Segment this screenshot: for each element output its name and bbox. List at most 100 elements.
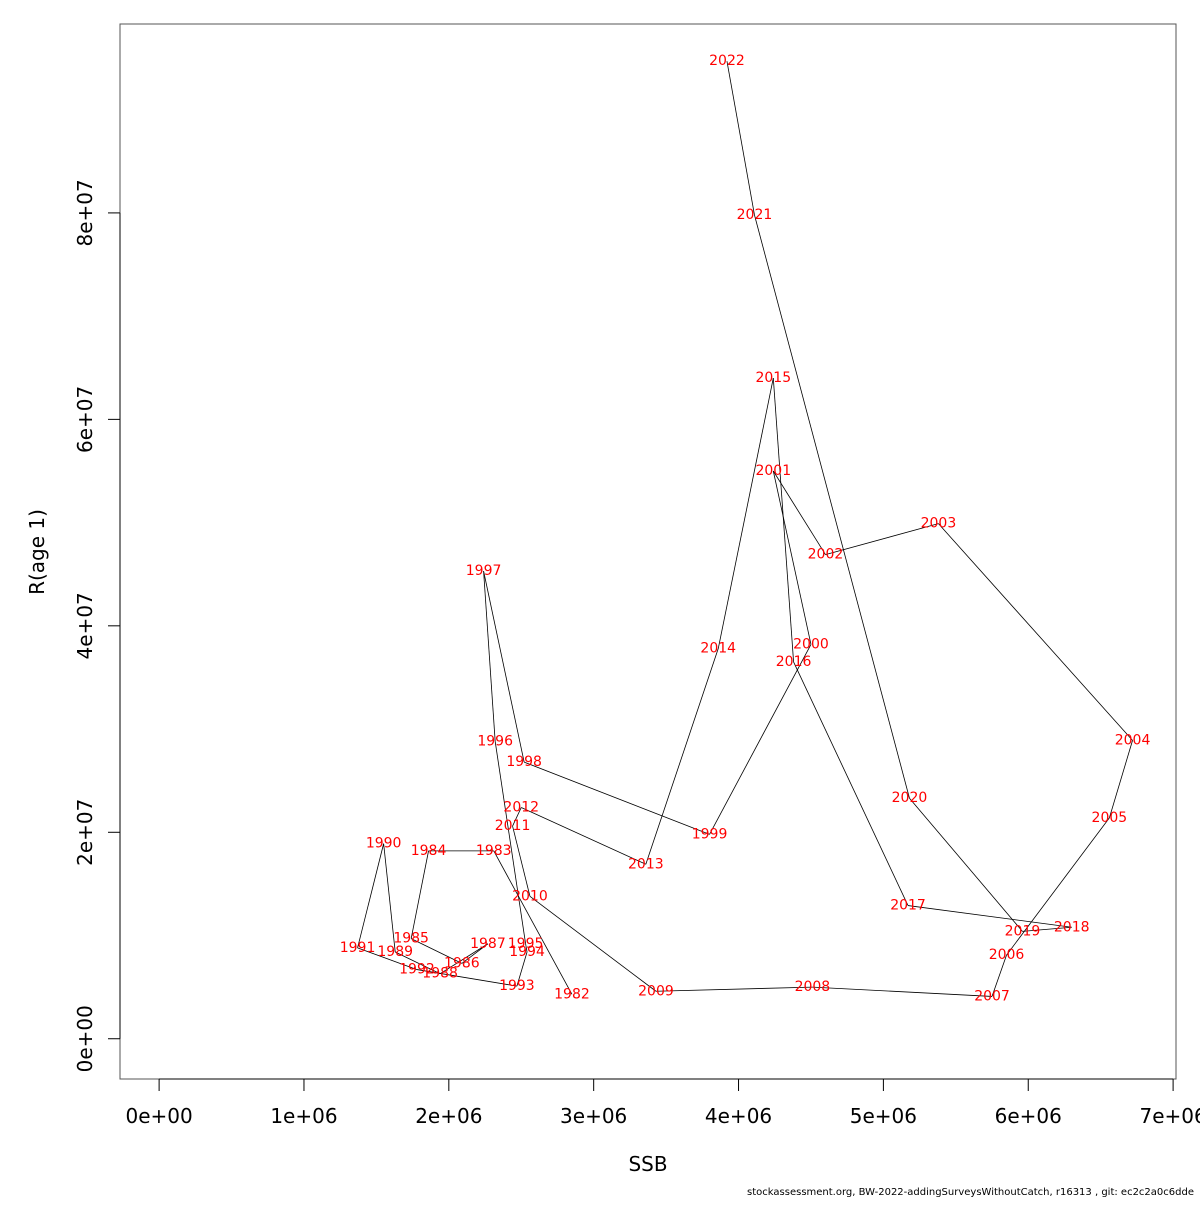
year-label-2004: 2004 (1115, 732, 1151, 748)
trajectory-segment (439, 943, 489, 975)
year-label-2000: 2000 (793, 636, 829, 652)
trajectory-segment (655, 986, 813, 992)
year-label-2007: 2007 (974, 988, 1010, 1004)
year-label-2005: 2005 (1092, 810, 1128, 826)
y-tick-label: 8e+07 (73, 179, 97, 246)
year-label-1998: 1998 (506, 754, 542, 770)
x-tick-label: 4e+06 (705, 1104, 772, 1128)
trajectory-segment (991, 954, 1007, 997)
trajectory-segment (529, 895, 657, 992)
x-tick-label: 7e+06 (1139, 1104, 1200, 1128)
footer-note: stockassessment.org, BW-2022-addingSurve… (747, 1187, 1194, 1198)
year-label-1997: 1997 (466, 563, 502, 579)
trajectory-segment (357, 947, 418, 970)
trajectory-segment (772, 470, 826, 555)
year-label-2019: 2019 (1005, 923, 1041, 939)
year-label-2014: 2014 (700, 641, 736, 657)
trajectory-segment (709, 644, 812, 835)
y-axis-title: R(age 1) (25, 509, 49, 595)
year-label-1991: 1991 (340, 940, 376, 956)
y-axis: 0e+00 2e+07 4e+07 6e+07 8e+07 (73, 179, 121, 1072)
year-label-2012: 2012 (503, 800, 539, 816)
year-labels: 1982 1983 1984 1985 1986 1987 1988 1989 1990 1991… (340, 53, 1151, 1004)
trajectory-segment (907, 905, 1072, 928)
year-label-1987: 1987 (470, 936, 506, 952)
year-label-1992: 1992 (399, 962, 435, 978)
trajectory-segment (461, 943, 489, 964)
x-tick-label: 1e+06 (270, 1104, 337, 1128)
trajectory-segment (1006, 817, 1110, 956)
year-label-1995: 1995 (508, 936, 544, 952)
x-axis: 0e+00 1e+06 2e+06 3e+06 4e+06 5e+06 6e+06 7e+06 (125, 1078, 1200, 1128)
trajectory-lines (357, 61, 1133, 997)
year-label-1993: 1993 (499, 978, 535, 994)
trajectory-segment (938, 523, 1133, 741)
x-tick-label: 3e+06 (560, 1104, 627, 1128)
trajectory-segment (726, 61, 755, 216)
x-axis-title: SSB (628, 1152, 667, 1176)
year-label-2017: 2017 (890, 898, 926, 914)
trajectory-segment (717, 377, 774, 649)
year-label-2010: 2010 (512, 888, 548, 904)
year-label-2006: 2006 (989, 947, 1025, 963)
year-label-1986: 1986 (444, 955, 480, 971)
trajectory-segment (483, 571, 496, 742)
trajectory-segment (525, 943, 528, 953)
trajectory-segment (521, 807, 646, 865)
trajectory-segment (812, 986, 993, 997)
year-label-2016: 2016 (776, 654, 812, 670)
year-label-2002: 2002 (808, 547, 844, 563)
year-label-2018: 2018 (1054, 919, 1090, 935)
y-tick-label: 0e+00 (73, 1005, 97, 1072)
trajectory-segment (825, 523, 939, 555)
trajectory-segment (357, 843, 385, 948)
trajectory-segment (410, 938, 463, 964)
trajectory-segment (754, 214, 910, 799)
x-tick-label: 0e+00 (125, 1104, 192, 1128)
year-label-2013: 2013 (628, 856, 664, 872)
trajectory-segment (395, 951, 441, 975)
trajectory-segment (383, 843, 396, 953)
year-label-1994: 1994 (509, 944, 545, 960)
x-tick-label: 6e+06 (995, 1104, 1062, 1128)
trajectory-segment (410, 850, 429, 939)
year-label-1988: 1988 (422, 966, 458, 982)
trajectory-segment (909, 797, 1023, 932)
year-label-1996: 1996 (477, 733, 513, 749)
y-tick-label: 2e+07 (73, 799, 97, 866)
trajectory-segment (483, 571, 525, 763)
x-tick-label: 5e+06 (850, 1104, 917, 1128)
year-label-1984: 1984 (411, 843, 447, 859)
y-tick-label: 4e+07 (73, 592, 97, 659)
year-label-1989: 1989 (377, 944, 413, 960)
year-label-2009: 2009 (638, 983, 674, 999)
year-label-1990: 1990 (366, 836, 402, 852)
trajectory-segment (516, 951, 528, 987)
trajectory-segment (772, 470, 812, 645)
x-tick-label: 2e+06 (415, 1104, 482, 1128)
year-label-1985: 1985 (393, 931, 429, 947)
year-label-1983: 1983 (476, 843, 512, 859)
trajectory-segment (772, 378, 794, 662)
year-label-2022: 2022 (709, 53, 745, 69)
year-label-2001: 2001 (755, 463, 791, 479)
y-tick-label: 6e+07 (73, 386, 97, 453)
year-label-2003: 2003 (921, 516, 957, 532)
trajectory-segment (645, 648, 719, 865)
year-label-2015: 2015 (755, 370, 791, 386)
year-label-2020: 2020 (892, 790, 928, 806)
year-label-2008: 2008 (795, 979, 831, 995)
year-label-1982: 1982 (554, 986, 590, 1002)
trajectory-segment (512, 807, 522, 827)
trajectory-segment (1108, 740, 1133, 818)
trajectory-segment (494, 741, 526, 944)
plot-frame (119, 23, 1177, 1080)
trajectory-segment (793, 661, 909, 906)
year-label-2021: 2021 (737, 207, 773, 223)
trajectory-segment (524, 761, 710, 835)
trajectory-segment (512, 825, 531, 897)
trajectory-segment (1022, 926, 1072, 932)
trajectory-segment (493, 850, 573, 995)
